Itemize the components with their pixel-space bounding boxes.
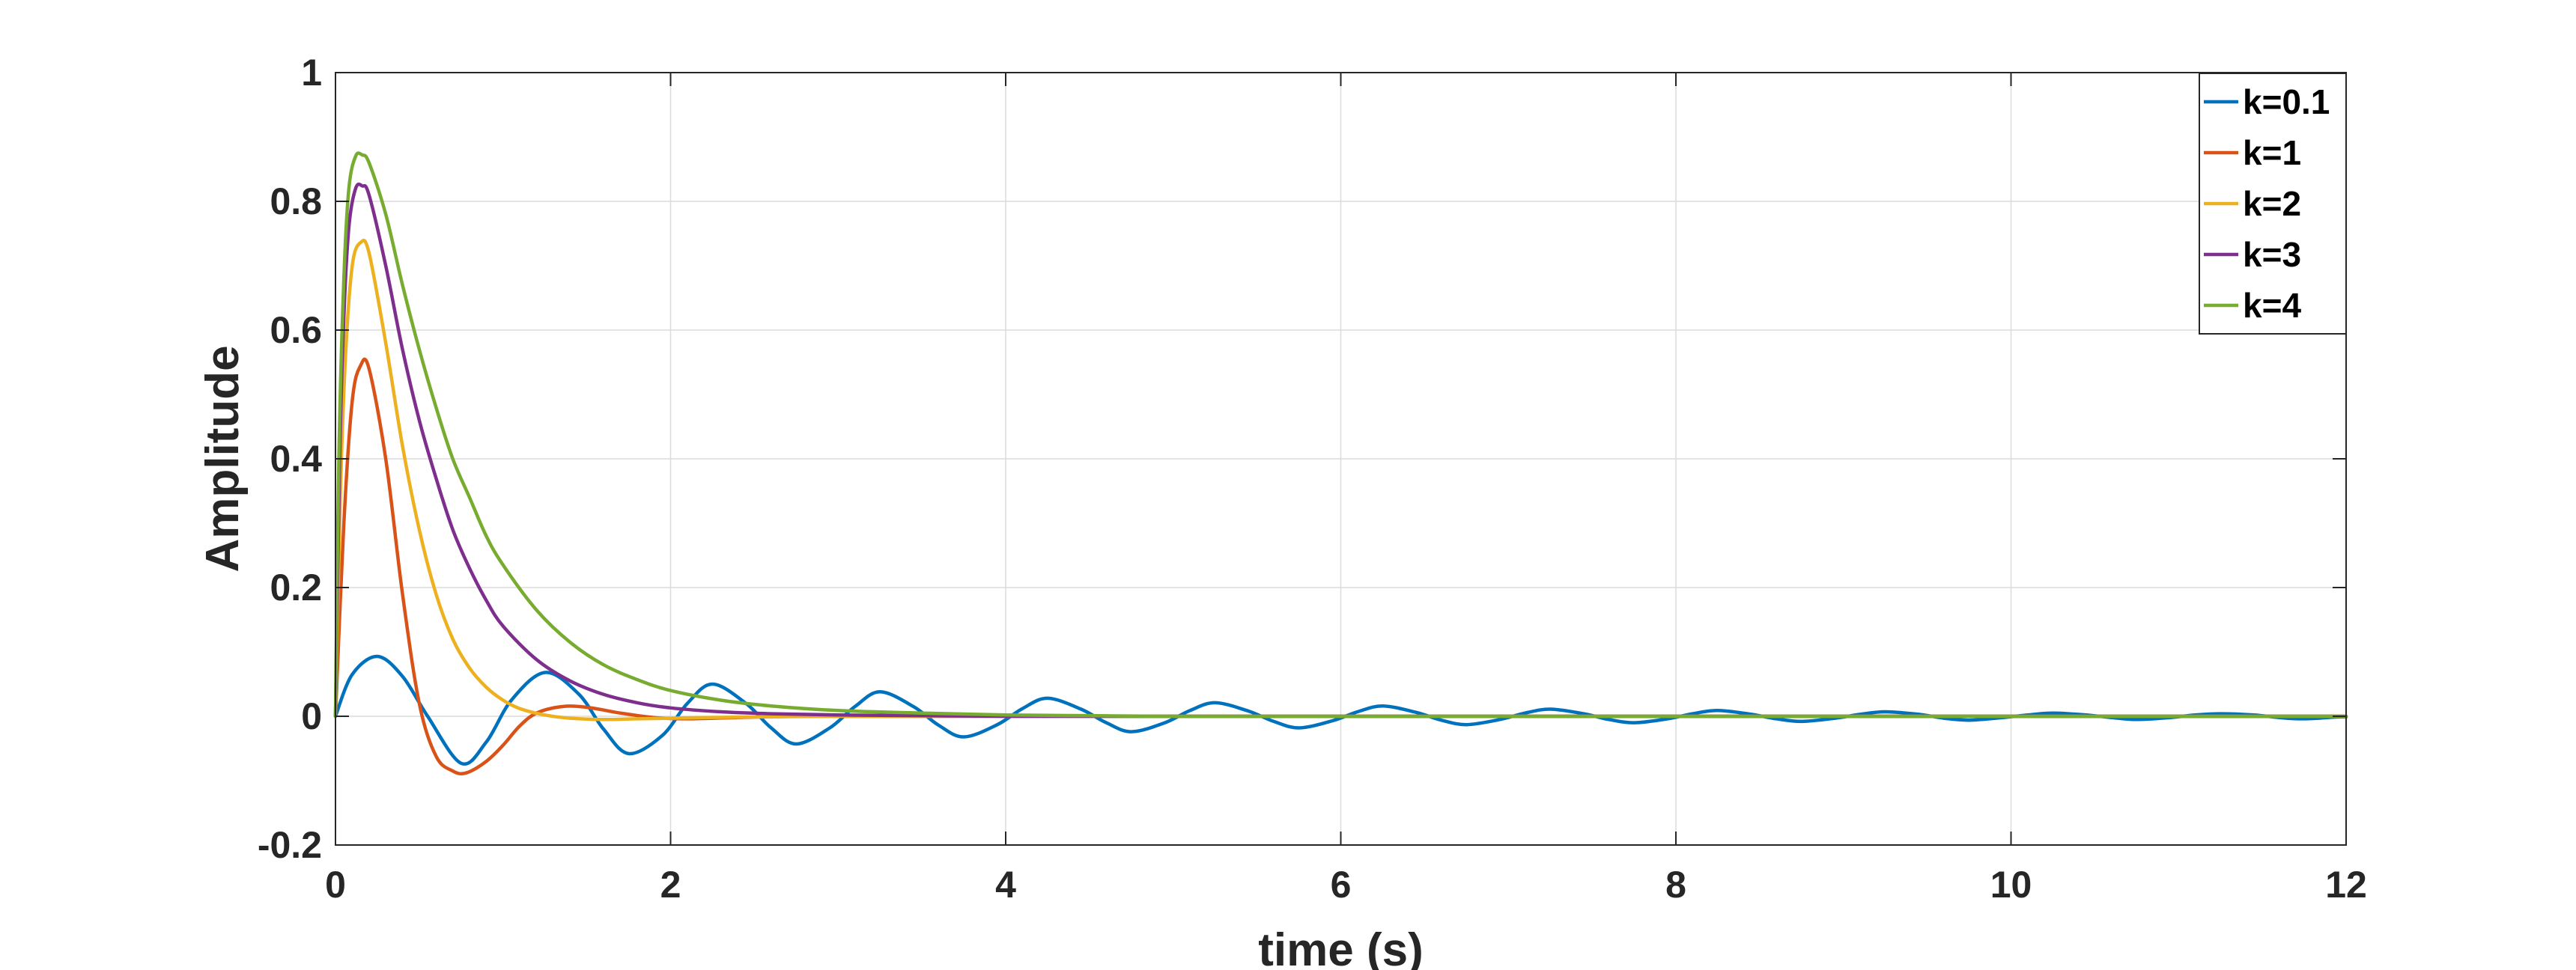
legend-label: k=3 xyxy=(2243,235,2301,274)
legend-label: k=4 xyxy=(2243,286,2301,325)
tick-labels: 0 2 4 6 8 10 12-0.200.20.40.60.81 xyxy=(258,52,2367,906)
y-tick-label: 0 xyxy=(301,695,322,737)
plot-area xyxy=(333,72,2348,846)
y-tick-label: 0.4 xyxy=(270,438,322,480)
series-line-5 xyxy=(333,151,2348,719)
y-axis-title: Amplitude xyxy=(197,345,249,572)
y-tick-label: 0.2 xyxy=(270,567,322,608)
ticks xyxy=(335,72,2347,846)
x-tick-label: 2 xyxy=(660,864,681,906)
x-axis-title: time (s) xyxy=(1258,924,1423,970)
legend: k=0.1 k=1 k=2 k=3 k=4 xyxy=(2199,73,2347,335)
x-tick-label: 0 xyxy=(325,864,346,906)
x-tick-label: 4 xyxy=(995,864,1016,906)
legend-label: k=1 xyxy=(2243,133,2301,172)
x-tick-label: 8 xyxy=(1665,864,1686,906)
x-tick-label: 12 xyxy=(2325,864,2367,906)
y-tick-label: -0.2 xyxy=(258,824,322,866)
y-tick-label: 1 xyxy=(301,52,322,94)
x-tick-label: 6 xyxy=(1331,864,1352,906)
x-tick-label: 10 xyxy=(1990,864,2032,906)
y-tick-label: 0.8 xyxy=(270,180,322,222)
series-lines xyxy=(333,151,2348,776)
legend-label: k=2 xyxy=(2243,184,2301,223)
legend-label: k=0.1 xyxy=(2243,82,2330,121)
y-tick-label: 0.6 xyxy=(270,309,322,351)
